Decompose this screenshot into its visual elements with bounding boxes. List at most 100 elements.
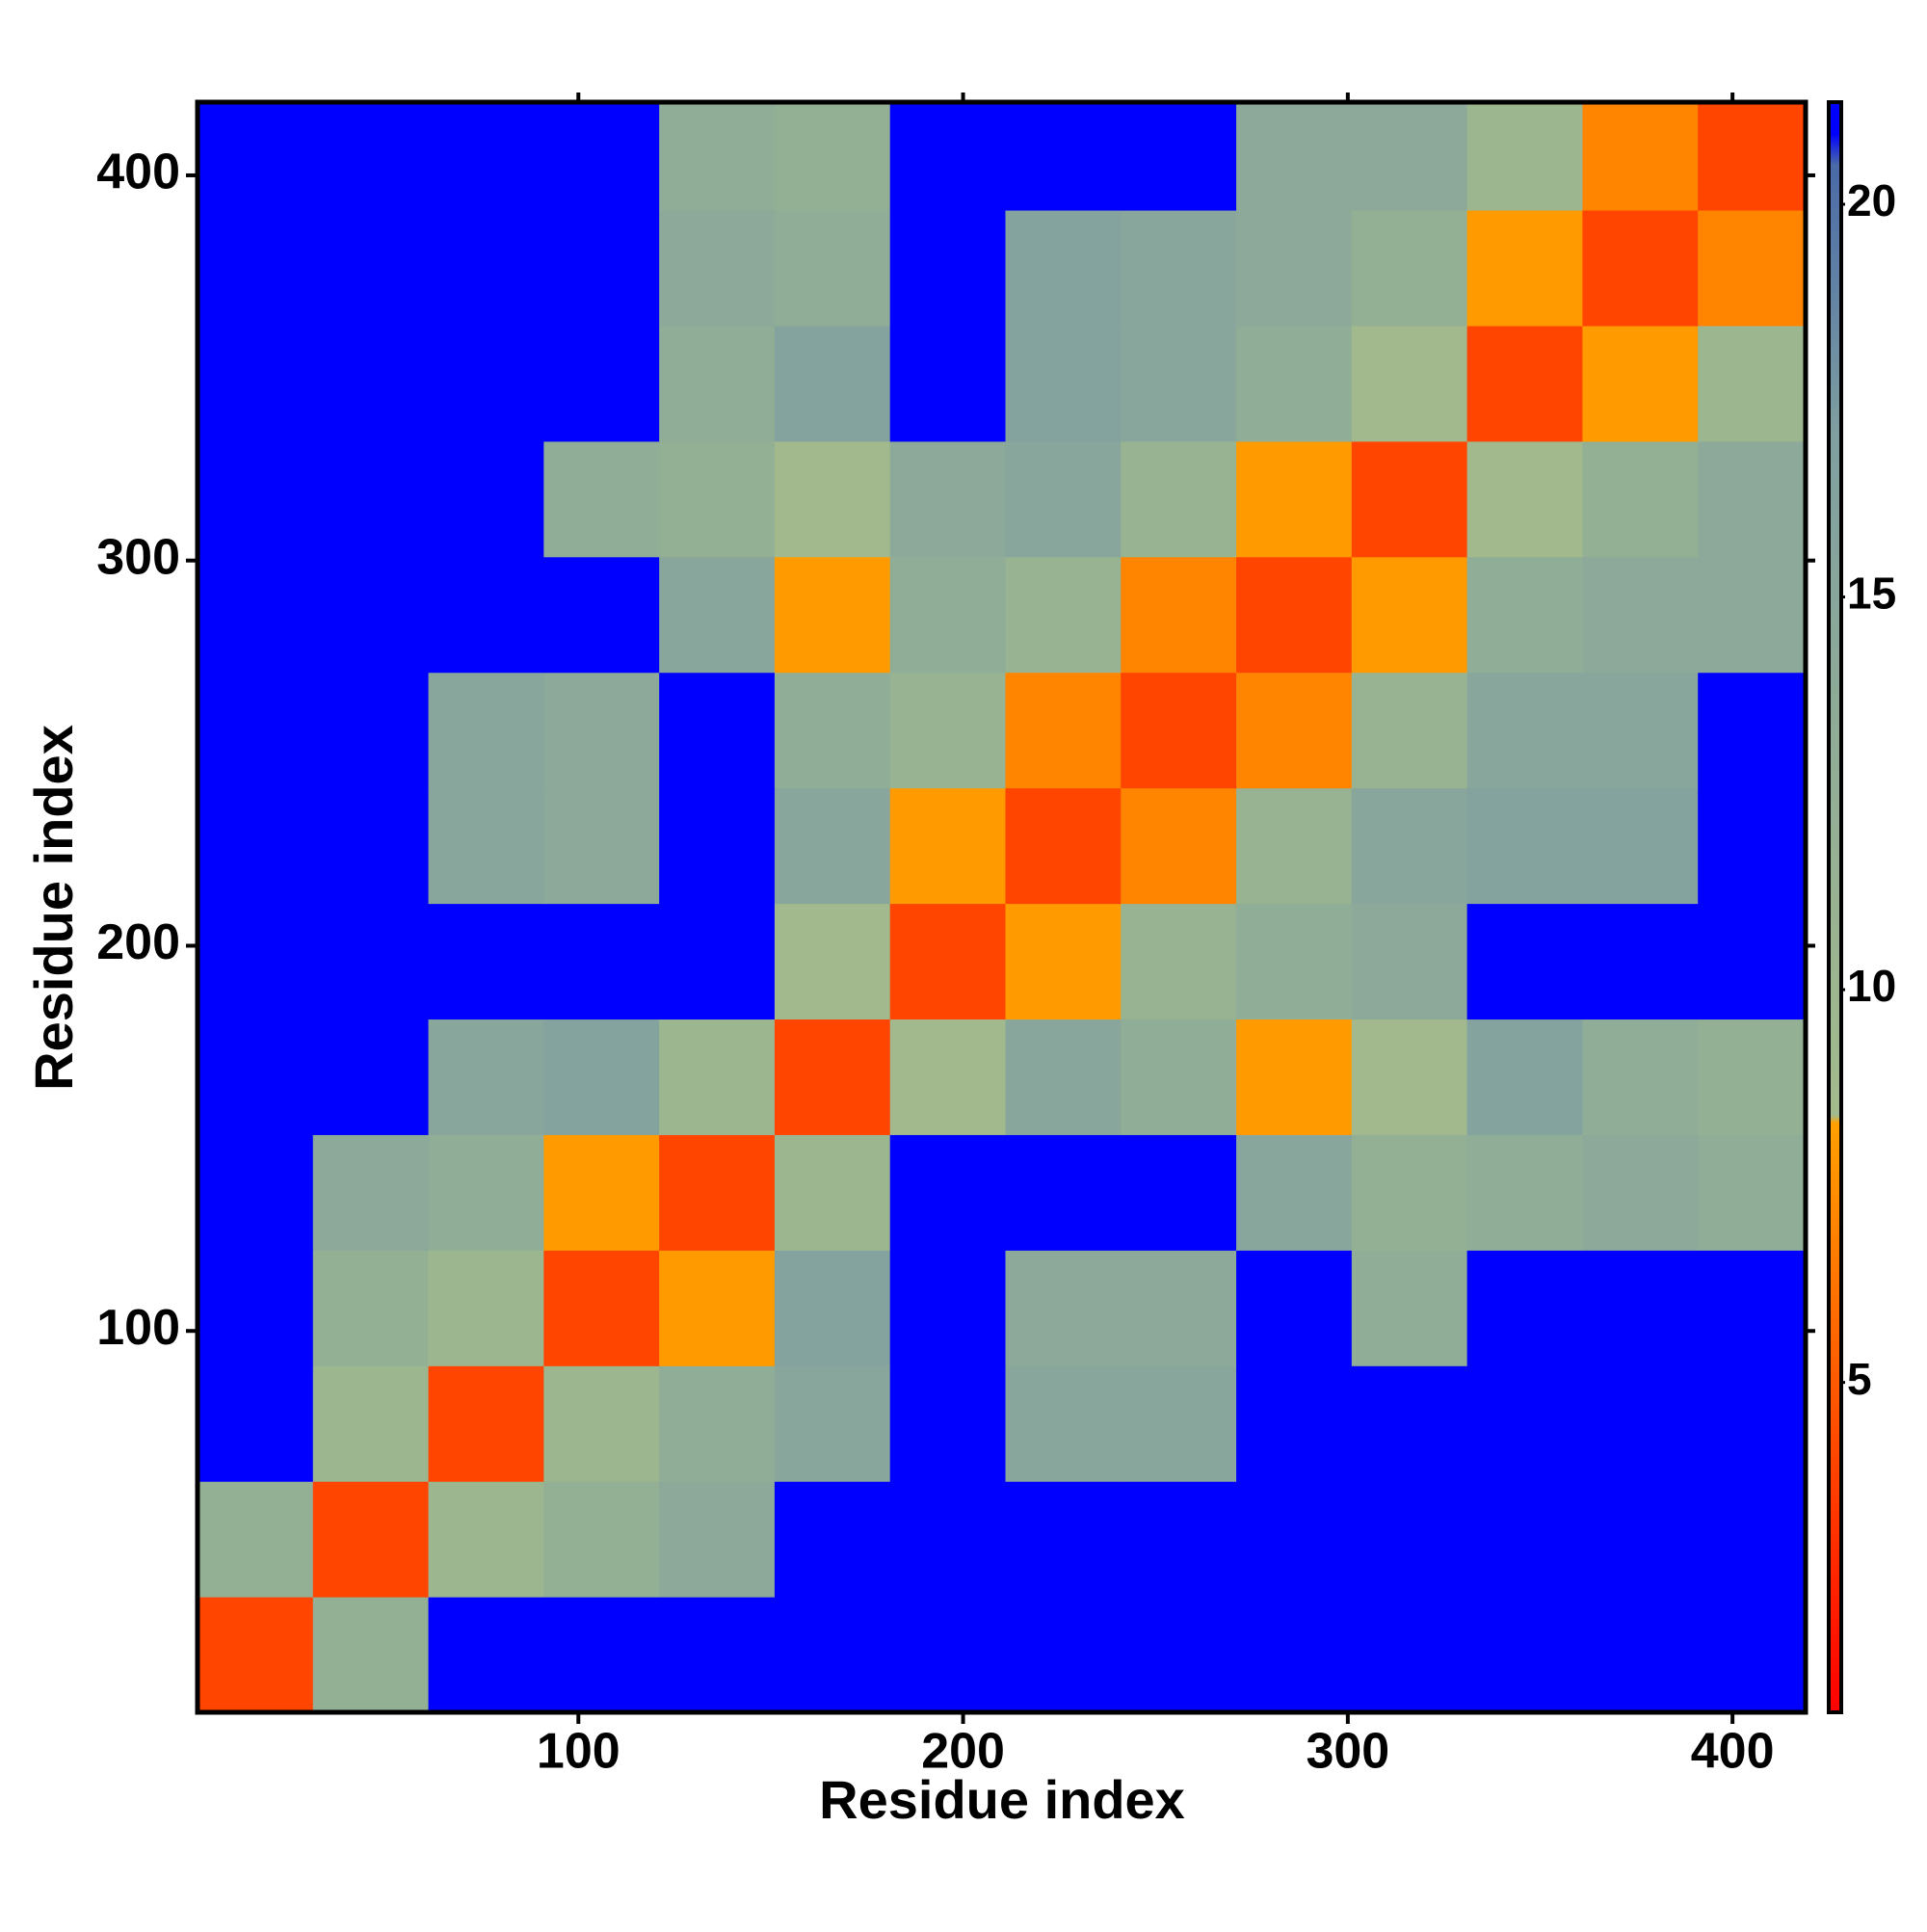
heatmap-cell <box>428 1134 544 1251</box>
heatmap-cell <box>1005 209 1122 327</box>
heatmap-cell <box>1121 209 1237 327</box>
heatmap-cell <box>1005 672 1122 789</box>
heatmap-cell <box>1698 1365 1806 1482</box>
heatmap-cell <box>543 325 660 442</box>
heatmap-cell <box>1698 1019 1806 1135</box>
heatmap-cell <box>428 209 544 327</box>
heatmap-cell <box>198 556 314 674</box>
heatmap-cell <box>1582 556 1699 674</box>
colorbar-tick-label: 10 <box>1847 961 1896 1011</box>
colorbar-tick-label: 15 <box>1847 569 1896 619</box>
y-tick-label: 300 <box>96 529 180 585</box>
heatmap-cell <box>198 102 314 211</box>
heatmap-cell <box>428 1019 544 1135</box>
heatmap-cell <box>1351 1365 1468 1482</box>
heatmap-cell <box>889 325 1007 442</box>
heatmap-cell <box>1236 1481 1353 1598</box>
heatmap-cell <box>1236 787 1353 905</box>
heatmap-cell <box>774 1019 891 1135</box>
heatmap-cell <box>1351 1597 1468 1712</box>
heatmap-cell <box>428 672 544 789</box>
heatmap-cell <box>543 787 660 905</box>
heatmap-cell <box>659 1250 776 1366</box>
heatmap-cell <box>198 787 314 905</box>
heatmap-cell <box>1582 1019 1699 1135</box>
heatmap-cell <box>1698 903 1806 1020</box>
heatmap-cell <box>1466 1481 1584 1598</box>
heatmap-cell <box>1005 787 1122 905</box>
heatmap-cell <box>198 1134 314 1251</box>
x-axis-label: Residue index <box>819 1769 1185 1830</box>
heatmap-cell <box>889 672 1007 789</box>
heatmap-cell <box>428 1597 544 1712</box>
heatmap-cell <box>1466 325 1584 442</box>
y-tick-label: 100 <box>96 1300 180 1356</box>
heatmap-cell <box>312 903 430 1020</box>
heatmap-cell <box>889 903 1007 1020</box>
heatmap-cell <box>1351 1481 1468 1598</box>
heatmap-cell <box>1121 440 1237 558</box>
heatmap-cell <box>1466 440 1584 558</box>
heatmap-cell <box>428 1365 544 1482</box>
heatmap-cell <box>774 1597 891 1712</box>
heatmap-cell <box>1236 440 1353 558</box>
heatmap-cell <box>543 1134 660 1251</box>
heatmap-cell <box>428 556 544 674</box>
heatmap-cell <box>774 1365 891 1482</box>
heatmap-cell <box>543 1365 660 1482</box>
heatmap-cell <box>312 556 430 674</box>
heatmap-cell <box>312 1365 430 1482</box>
heatmap-cell <box>1005 1481 1122 1598</box>
heatmap-cell <box>889 1365 1007 1482</box>
heatmap-cell <box>889 1134 1007 1251</box>
heatmap-cell <box>1466 672 1584 789</box>
heatmap-cell <box>1236 556 1353 674</box>
heatmap-cell <box>889 440 1007 558</box>
heatmap-cell <box>312 209 430 327</box>
heatmap-cell <box>1121 1597 1237 1712</box>
heatmap-cell <box>1236 1597 1353 1712</box>
heatmap-cell <box>774 903 891 1020</box>
heatmap-cell <box>1466 556 1584 674</box>
heatmap-cell <box>312 1134 430 1251</box>
heatmap-cell <box>1351 1250 1468 1366</box>
heatmap-cell <box>1236 1365 1353 1482</box>
heatmap-cell <box>1236 903 1353 1020</box>
heatmap-cell <box>1121 1134 1237 1251</box>
heatmap-cell <box>198 1597 314 1712</box>
heatmap-cell <box>889 209 1007 327</box>
heatmap-cell <box>1466 1134 1584 1251</box>
heatmap-cell <box>198 1481 314 1598</box>
heatmap-cell <box>1582 672 1699 789</box>
heatmap-cell <box>659 1365 776 1482</box>
x-tick-label: 300 <box>1306 1724 1389 1780</box>
heatmap-cell <box>543 1250 660 1366</box>
heatmap-cell <box>1351 1134 1468 1251</box>
x-tick-label: 200 <box>921 1724 1005 1780</box>
heatmap-cell <box>1466 787 1584 905</box>
heatmap-cell <box>428 325 544 442</box>
heatmap-cell <box>1005 325 1122 442</box>
heatmap-cell <box>1582 102 1699 211</box>
heatmap-cell <box>1351 903 1468 1020</box>
heatmap-cell <box>1351 672 1468 789</box>
heatmap-cell <box>659 440 776 558</box>
heatmap-cell <box>659 325 776 442</box>
heatmap-cell <box>889 1019 1007 1135</box>
heatmap-cell <box>1698 672 1806 789</box>
heatmap-cell <box>543 1597 660 1712</box>
heatmap-cell <box>1236 102 1353 211</box>
heatmap-cell <box>1351 325 1468 442</box>
heatmap-cell <box>428 102 544 211</box>
heatmap-cell <box>1351 102 1468 211</box>
heatmap-cell <box>1582 325 1699 442</box>
colorbar-tick-label: 20 <box>1847 175 1896 225</box>
heatmap-cell <box>428 1481 544 1598</box>
heatmap-cell <box>1005 1365 1122 1482</box>
x-tick-label: 100 <box>537 1724 620 1780</box>
heatmap-cell <box>659 1134 776 1251</box>
heatmap-cell <box>1236 209 1353 327</box>
y-axis-label: Residue index <box>23 725 84 1091</box>
heatmap-cell <box>1351 209 1468 327</box>
y-tick-label: 400 <box>96 145 180 200</box>
